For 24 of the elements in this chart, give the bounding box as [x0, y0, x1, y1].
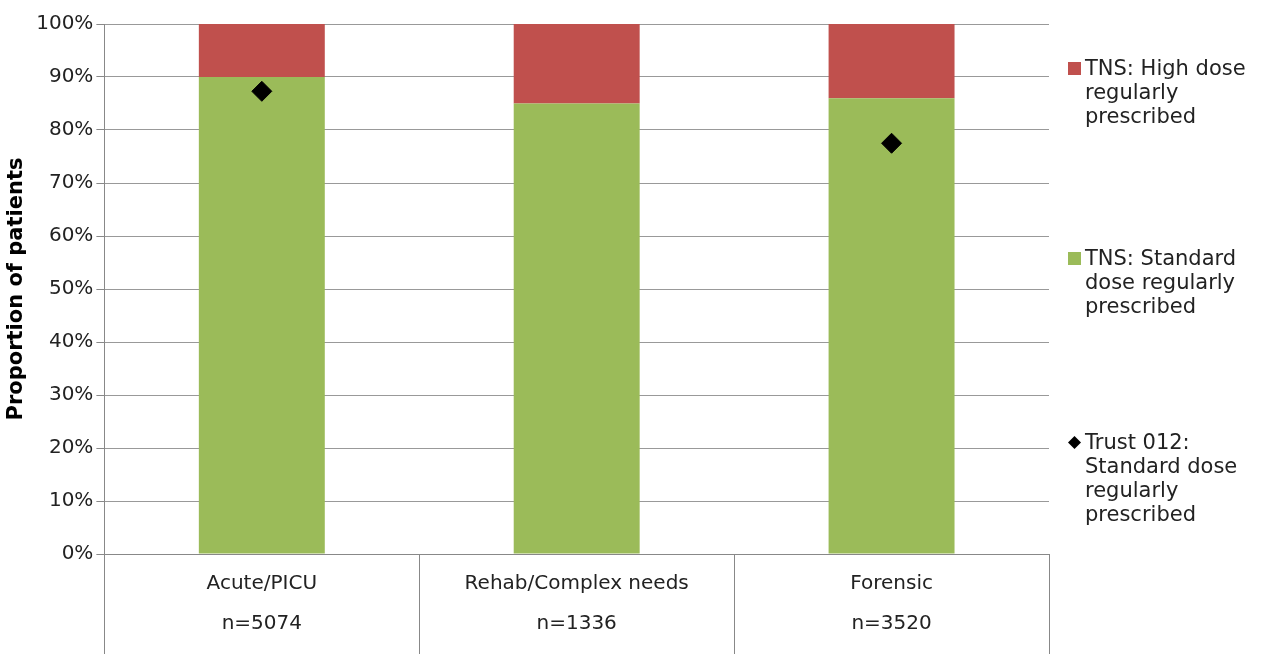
y-tick-label: 100% [36, 10, 94, 35]
y-tick-label: 90% [48, 63, 94, 88]
legend-label: TNS: High dose regularly prescribed [1085, 56, 1247, 128]
bar [828, 98, 955, 554]
x-tick-label: Forensic n=3520 [850, 570, 933, 635]
x-tick-label: Acute/PICU n=5074 [206, 570, 318, 635]
x-tick-label: Rehab/Complex needs n=1336 [464, 570, 689, 635]
y-tick-label: 40% [48, 328, 94, 353]
y-tick-label: 20% [48, 434, 94, 459]
y-tick-label: 0% [61, 540, 94, 565]
legend-label: TNS: Standard dose regularly prescribed [1085, 246, 1238, 318]
y-tick-label: 60% [48, 222, 94, 247]
bar [513, 103, 640, 554]
bar [198, 77, 325, 554]
y-tick-label: 30% [48, 381, 94, 406]
bar [828, 24, 955, 99]
bar [198, 24, 325, 77]
y-tick-label: 10% [48, 487, 94, 512]
bar [513, 24, 640, 104]
y-tick-label: 70% [48, 169, 94, 194]
y-axis-title: Proportion of patients [3, 157, 28, 421]
y-tick-label: 80% [48, 116, 94, 141]
y-tick-label: 50% [48, 275, 94, 300]
legend-label: Trust 012: Standard dose regularly prescribed [1085, 430, 1239, 526]
